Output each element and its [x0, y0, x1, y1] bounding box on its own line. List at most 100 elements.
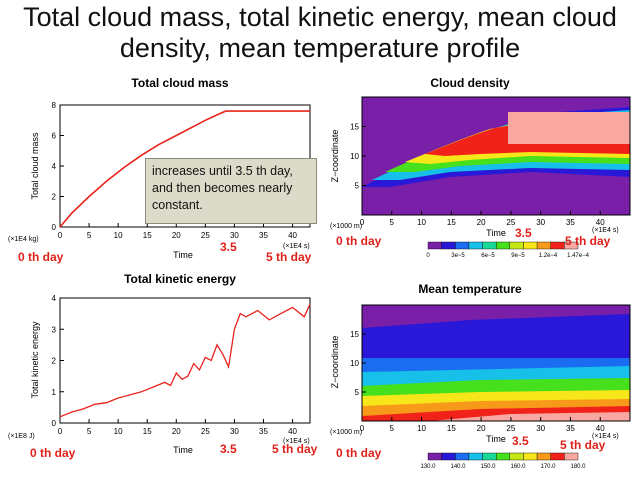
- cloud-density-title: Cloud density: [430, 76, 510, 90]
- mean-temperature-yunit: (×1000 m): [330, 429, 362, 436]
- slide-title: Total cloud mass, total kinetic energy, …: [23, 2, 617, 63]
- cloud-mass-ytick-label: 0: [52, 223, 57, 232]
- cloud-density-xtick-label: 0: [360, 218, 365, 227]
- mean-temperature-xtick-label: 0: [360, 424, 365, 433]
- kinetic-energy-xlabel: Time: [173, 445, 193, 455]
- cloud-mass-xtick-label: 25: [201, 231, 210, 240]
- cloud-mass-xunit: (×1E4 s): [283, 243, 310, 250]
- mean-temperature-xtick-label: 40: [596, 424, 605, 433]
- kinetic-energy-ylabel: Total kinetic energy: [30, 321, 40, 399]
- cloud-density-colorbar-label: 1.47e−4: [567, 253, 590, 259]
- label-day0-top-right: 0 th day: [336, 234, 382, 248]
- mean-temperature-colorbar-label: 150.0: [480, 464, 496, 470]
- cloud-density-colorbar-swatch: [536, 241, 551, 250]
- kinetic-energy-line: [59, 304, 311, 418]
- kinetic-energy-xtick-label: 35: [259, 427, 268, 436]
- label-day35-bottom-right: 3.5: [512, 434, 529, 448]
- mean-temperature-colorbar-swatch: [509, 452, 524, 461]
- cloud-density-xtick-label: 20: [477, 218, 486, 227]
- cloud-density-xtick-label: 40: [596, 218, 605, 227]
- cloud-density-yunit: (×1000 m): [330, 223, 362, 230]
- cloud-density-ytick-label: 10: [350, 152, 359, 161]
- mean-temperature-colorbar-swatch: [564, 452, 579, 461]
- cloud-density-colorbar-swatch: [482, 241, 497, 250]
- label-day5-top-right: 5 th day: [565, 234, 611, 248]
- cloud-density-colorbar-swatch: [509, 241, 524, 250]
- callout-box: increases until 3.5 th day, and then bec…: [145, 158, 317, 224]
- cloud-density-ytick-label: 15: [350, 123, 359, 132]
- temp-band-pink: [430, 412, 630, 421]
- label-day0-bottom-left: 0 th day: [30, 446, 76, 460]
- cloud-density-colorbar-label: 3e−5: [451, 253, 465, 259]
- cloud-density-colorbar-swatch: [455, 241, 470, 250]
- cloud-density-colorbar-swatch: [427, 241, 442, 250]
- kinetic-energy-xtick-label: 40: [288, 427, 297, 436]
- kinetic-energy-xtick-label: 20: [172, 427, 181, 436]
- kinetic-energy-xtick-label: 25: [201, 427, 210, 436]
- density-band-pink: [508, 112, 630, 144]
- cloud-density-xtick-label: 15: [447, 218, 456, 227]
- cloud-mass-xtick-label: 10: [114, 231, 123, 240]
- mean-temperature-colorbar-swatch: [536, 452, 551, 461]
- cloud-mass-chart: 0 5 10 15 20 25 30 35 40 0 2 4 6 8 Total cloud mass T…: [8, 101, 311, 260]
- mean-temperature-ytick-label: 15: [350, 330, 359, 339]
- label-day35-top-right: 3.5: [515, 226, 532, 240]
- cloud-mass-xlabel: Time: [173, 250, 193, 260]
- mean-temperature-colorbar-swatch: [550, 452, 565, 461]
- kinetic-energy-xunit: (×1E4 s): [283, 438, 310, 445]
- mean-temperature-colorbar-swatch: [441, 452, 456, 461]
- mean-temperature-title: Mean temperature: [418, 282, 522, 296]
- cloud-density-colorbar-swatch: [564, 241, 579, 250]
- cloud-mass-ytick-label: 4: [52, 162, 57, 171]
- mean-temperature-xtick-label: 5: [390, 424, 395, 433]
- mean-temperature-colorbar-swatch: [523, 452, 538, 461]
- mean-temperature-colorbar-swatch: [495, 452, 511, 461]
- mean-temperature-ytick-label: 10: [350, 359, 359, 368]
- mean-temperature-xtick-label: 35: [566, 424, 575, 433]
- mean-temperature-xlabel: Time: [486, 434, 506, 444]
- mean-temperature-xtick-label: 10: [417, 424, 426, 433]
- cloud-mass-ytick-label: 6: [52, 132, 57, 141]
- cloud-mass-xtick-label: 35: [259, 231, 268, 240]
- mean-temperature-colorbar-label: 130.0: [420, 464, 436, 470]
- mean-temperature-ytick-label: 5: [355, 388, 360, 397]
- kinetic-energy-xtick-label: 15: [143, 427, 152, 436]
- kinetic-energy-xtick-label: 5: [87, 427, 92, 436]
- mean-temperature-colorbar-label: 140.0: [450, 464, 466, 470]
- cloud-density-colorbar-swatch: [523, 241, 538, 250]
- mean-temperature-colorbar-swatch: [427, 452, 442, 461]
- mean-temperature-xtick-label: 20: [477, 424, 486, 433]
- cloud-density-xunit: (×1E4 s): [592, 227, 619, 234]
- label-day0-bottom-right: 0 th day: [336, 446, 382, 460]
- cloud-density-colorbar-label: 1.2e−4: [539, 253, 558, 259]
- label-day35-bottom-left: 3.5: [220, 442, 237, 456]
- mean-temperature-ylabel: Z−coordinate: [330, 336, 340, 389]
- cloud-mass-xtick-label: 5: [87, 231, 92, 240]
- cloud-density-xtick-label: 5: [390, 218, 395, 227]
- cloud-mass-line: [59, 110, 310, 228]
- cloud-density-xtick-label: 30: [536, 218, 545, 227]
- cloud-density-colorbar-swatch: [468, 241, 483, 250]
- cloud-mass-xtick-label: 0: [58, 231, 63, 240]
- mean-temperature-colorbar-label: 170.0: [540, 464, 556, 470]
- cloud-density-colorbar-label: 6e−5: [481, 253, 495, 259]
- mean-temperature-colorbar-label: 180.0: [570, 464, 586, 470]
- cloud-mass-title: Total cloud mass: [131, 76, 229, 90]
- cloud-mass-yunit: (×1E4 kg): [8, 236, 39, 243]
- mean-temperature-colorbar-swatch: [468, 452, 483, 461]
- mean-temperature-colorbar-label: 160.0: [510, 464, 526, 470]
- kinetic-energy-yunit: (×1E8 J): [8, 433, 35, 440]
- cloud-density-xtick-label: 25: [506, 218, 515, 227]
- cloud-density-colorbar-swatch: [495, 241, 511, 250]
- cloud-density-colorbar-swatch: [550, 241, 565, 250]
- mean-temperature-colorbar-swatch: [455, 452, 470, 461]
- kinetic-energy-ytick-label: 4: [52, 294, 57, 303]
- label-day5-bottom-left: 5 th day: [272, 442, 318, 456]
- kinetic-energy-chart: 0 5 10 15 20 25 30 35 40 0 1 2 3 4 Total kinetic ener…: [8, 294, 311, 455]
- kinetic-energy-ytick-label: 0: [52, 419, 57, 428]
- cloud-mass-xtick-label: 40: [288, 231, 297, 240]
- cloud-density-colorbar-label: 9e−5: [511, 253, 525, 259]
- cloud-density-colorbar-label: 0: [426, 253, 430, 259]
